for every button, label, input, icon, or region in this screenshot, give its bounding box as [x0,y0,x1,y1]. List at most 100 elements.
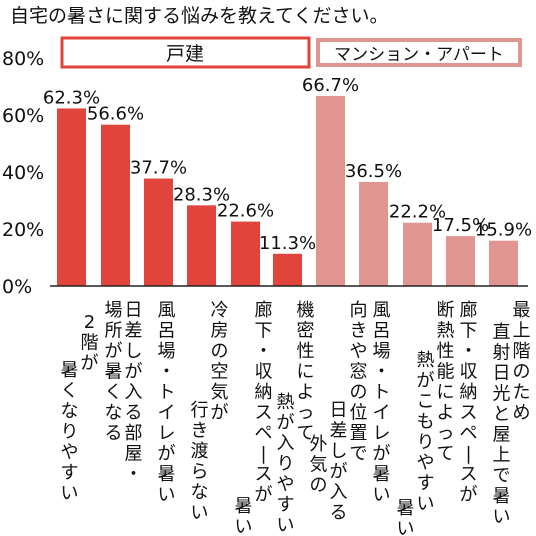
category-label-char: ペ [255,423,273,444]
category-label-char: 呂 [158,321,176,342]
category-label-char: い [373,485,391,506]
category-label-char: い [397,519,415,536]
category-label-char: 位 [350,403,368,424]
bar-value-label: 22.2% [389,202,446,223]
category-label-char: い [235,517,253,536]
category-label-char: な [191,482,209,503]
category-label-char: 性 [297,341,315,362]
category-label-char: 所 [105,321,123,342]
y-tick-label: 80% [2,48,44,70]
category-label-char: る [125,403,143,424]
category-label-char: ス [460,464,478,485]
category-label-char: が [330,462,348,483]
category-label-char: ト [158,382,176,403]
category-label-char: が [105,341,123,362]
category-label-char: が [255,485,273,506]
bar [359,181,388,286]
y-tick-label: 20% [2,219,44,241]
category-label-char: 収 [255,362,273,383]
category-label-char: 場 [158,341,176,362]
bar-value-label: 22.6% [217,201,274,222]
category-label-char: が [460,485,478,506]
category-label-char: ス [255,464,273,485]
category-label-char: の [211,341,229,362]
category-label-char: 熱 [417,350,435,371]
category-label-char: い [158,485,176,506]
category-label-char: ス [255,403,273,424]
category-label-char: い [277,515,295,536]
category-label-char: が [158,444,176,465]
y-tick-label: 0% [2,276,32,298]
category-label-char: 入 [277,433,295,454]
y-tick-label: 40% [2,162,44,184]
category-label-char: 日 [493,363,511,384]
bar-value-label: 66.7% [302,75,359,96]
bar [403,222,432,286]
category-label-char: 光 [493,384,511,405]
category-label-char: 風 [373,300,391,321]
bar [316,95,345,286]
bar-value-label: 11.3% [259,233,316,254]
category-label-char: す [417,473,435,494]
category-label-char: 気 [211,382,229,403]
category-label-char: り [61,422,79,443]
category-label-char: た [513,382,531,403]
y-axis: 0% 20% 40% 60% 80% [2,48,44,298]
bars [57,95,518,286]
category-label-char: く [105,382,123,403]
bar [273,253,302,286]
category-label-char: 場 [105,300,123,321]
bar-value-label: 36.5% [345,161,402,182]
legend-item-apartment-inner [320,42,518,63]
category-label-char: ス [460,403,478,424]
category-label-char: ・ [158,362,176,383]
category-label-char: 直 [493,322,511,343]
category-label-char: 外 [310,434,328,455]
category-label-char: い [493,507,511,528]
category-label-char: 暑 [373,464,391,485]
bar [144,178,173,286]
category-label-char: が [125,362,143,383]
category-label-char: に [437,382,455,403]
category-label-char: ・ [255,341,273,362]
category-label-char: き [350,321,368,342]
category-label-char: 熱 [437,321,455,342]
category-label-char: い [61,483,79,504]
category-label-char: 暑 [61,360,79,381]
bar-value-label: 62.3% [43,87,100,108]
category-label-char: 入 [125,382,143,403]
category-label-char: し [330,441,348,462]
category-label-char: や [61,442,79,463]
y-tick-label: 60% [2,105,44,127]
category-label-char: る [330,503,348,524]
category-label-char: 空 [211,362,229,383]
category-label-char: で [350,444,368,465]
category-labels: 2階が暑くなりやすい日差しが入る部屋・場所が暑くなる風呂場・トイレが暑い冷房の空… [61,300,531,536]
category-label-char: 差 [125,321,143,342]
category-label-char: す [277,495,295,516]
category-label-char: ト [373,382,391,403]
category-label-char: 暑 [105,362,123,383]
category-label-char: め [513,403,531,424]
category-label-char: 性 [437,341,455,362]
category-label-char: 上 [513,321,531,342]
category-label-char: 差 [330,421,348,442]
category-label-char: 場 [373,341,391,362]
category-label-char: 冷 [211,300,229,321]
category-label-char: 2 [84,312,95,333]
bar [231,221,260,286]
category-label-char: 暑 [158,464,176,485]
category-label-char: 射 [493,343,511,364]
category-label-char: 日 [330,400,348,421]
category-label-char: レ [373,423,391,444]
category-label-char: 暑 [397,498,415,519]
category-label-char: 下 [255,321,273,342]
category-label-char: 収 [460,362,478,383]
category-label-char: の [350,382,368,403]
bar-value-label: 15.9% [475,220,532,241]
category-label-char: き [191,421,209,442]
category-label-char: 断 [437,300,455,321]
category-label-char: く [61,381,79,402]
category-label-char: 屋 [125,444,143,465]
